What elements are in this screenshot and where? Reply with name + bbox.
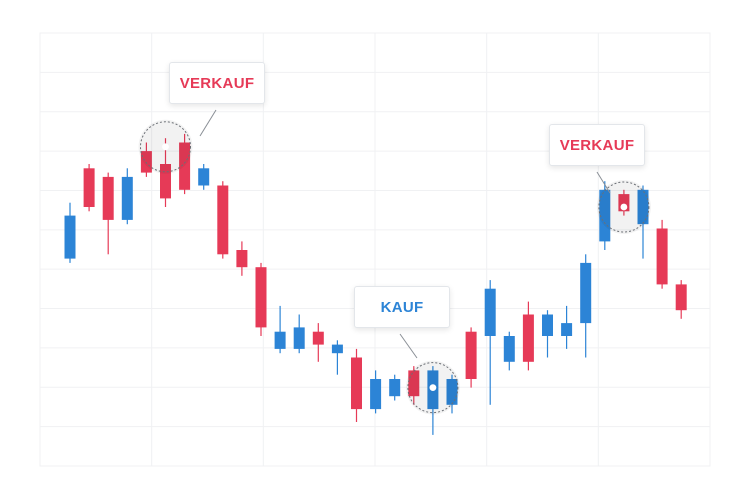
candle-1 [64, 202, 76, 263]
candle-body [140, 151, 152, 173]
candle-body [83, 168, 95, 207]
callout-leader-line [199, 109, 217, 137]
candle-3 [102, 172, 114, 255]
candle-body [542, 314, 553, 336]
sell-callout-2: VERKAUF [549, 124, 645, 166]
marker-ring [140, 121, 191, 173]
candle-17 [370, 370, 382, 414]
buy-callout-label: KAUF [380, 298, 424, 316]
candle-body [179, 142, 191, 190]
candle-body [618, 194, 630, 212]
grid-layer [39, 32, 711, 467]
candle-body [599, 189, 611, 242]
candle-12 [274, 305, 286, 354]
candle-body [408, 370, 420, 397]
candle-31 [637, 185, 649, 259]
candle-27 [561, 305, 573, 349]
callout-leader-line [596, 171, 611, 194]
candle-23 [484, 280, 496, 405]
candle-11 [255, 262, 267, 336]
candle-body [255, 267, 267, 328]
candle-body [121, 176, 133, 220]
candle-33 [675, 280, 687, 319]
candle-body [389, 379, 401, 397]
candle-7 [179, 133, 191, 195]
candle-body [503, 336, 515, 362]
candle-body [293, 327, 305, 349]
candle-body [64, 215, 76, 259]
candle-24 [503, 331, 515, 371]
candle-9 [217, 181, 229, 259]
candle-18 [389, 374, 401, 401]
candle-21 [446, 374, 458, 414]
marker-dot [429, 384, 437, 391]
sell-callout-1: VERKAUF [169, 62, 265, 104]
candle-4 [121, 168, 133, 225]
candle-body [274, 331, 286, 349]
candle-body [465, 331, 477, 379]
candle-body [675, 284, 687, 311]
candle-28 [580, 254, 592, 358]
candle-15 [331, 340, 343, 375]
signal-marker-1 [138, 109, 217, 174]
marker-ring [407, 362, 459, 414]
candle-13 [293, 314, 305, 354]
marker-dot [620, 203, 628, 211]
candle-body [370, 379, 382, 410]
candle-29 [599, 181, 611, 250]
marker-layer [138, 109, 651, 415]
candle-2 [83, 164, 95, 212]
candle-body [160, 164, 171, 199]
signal-marker-3 [596, 171, 651, 234]
candle-body [580, 262, 592, 324]
candle-26 [542, 310, 553, 358]
marker-dot [162, 143, 169, 151]
signal-marker-2 [399, 333, 460, 415]
marker-ring [598, 181, 650, 233]
candle-body [331, 344, 343, 354]
candle-body [351, 357, 362, 410]
candle-body [522, 314, 534, 362]
candle-body [561, 323, 573, 336]
buy-callout: KAUF [354, 286, 450, 328]
candle-body [656, 228, 668, 285]
candle-body [484, 288, 496, 336]
candle-30 [618, 189, 630, 216]
candle-10 [236, 241, 248, 276]
sell-callout-label-2: VERKAUF [559, 136, 635, 154]
candle-32 [656, 219, 668, 289]
candle-16 [351, 348, 362, 422]
candle-body [102, 176, 114, 220]
candle-body [217, 185, 229, 255]
candle-body [637, 189, 649, 225]
candle-8 [198, 164, 210, 190]
candle-5 [140, 142, 152, 177]
candle-25 [522, 301, 534, 371]
candle-body [198, 168, 210, 186]
candle-layer [64, 133, 687, 435]
callout-leader-line [399, 333, 418, 359]
candle-22 [465, 327, 477, 388]
candle-19 [408, 366, 420, 405]
candle-body [312, 331, 324, 345]
sell-callout-label-1: VERKAUF [179, 74, 255, 92]
candle-14 [312, 323, 324, 362]
candle-body [446, 379, 458, 405]
candle-body [236, 250, 248, 268]
